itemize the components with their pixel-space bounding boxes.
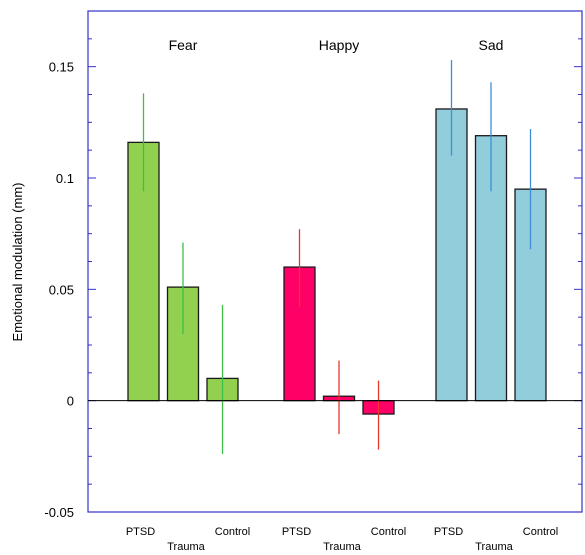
group-label-sad: Sad (479, 37, 504, 53)
category-label-ptsd: PTSD (126, 526, 155, 538)
y-tick-label: 0.15 (49, 60, 74, 75)
category-label-ptsd: PTSD (282, 526, 311, 538)
y-tick-label: 0 (67, 394, 74, 409)
labels-layer: -0.05 0 0.05 0.1 0.15 Fear PTSD Trauma Control Ha… (44, 37, 558, 553)
category-label-ptsd: PTSD (434, 526, 463, 538)
bar-sad-ptsd (435, 108, 468, 402)
group-label-happy: Happy (319, 37, 359, 53)
y-tick-label: -0.05 (44, 505, 74, 520)
category-label-trauma: Trauma (475, 541, 513, 553)
category-label-control: Control (215, 526, 250, 538)
y-tick-label: 0.05 (49, 282, 74, 297)
category-label-trauma: Trauma (323, 541, 361, 553)
axis-ticks (88, 10, 582, 513)
category-label-control: Control (371, 526, 406, 538)
bars-layer (88, 59, 582, 455)
category-label-trauma: Trauma (167, 541, 205, 553)
group-label-fear: Fear (169, 37, 198, 53)
y-axis-title: Emotional modulation (mm) (10, 183, 25, 342)
plot-frame (87, 10, 583, 513)
y-tick-label: 0.1 (56, 171, 74, 186)
category-label-control: Control (523, 526, 558, 538)
